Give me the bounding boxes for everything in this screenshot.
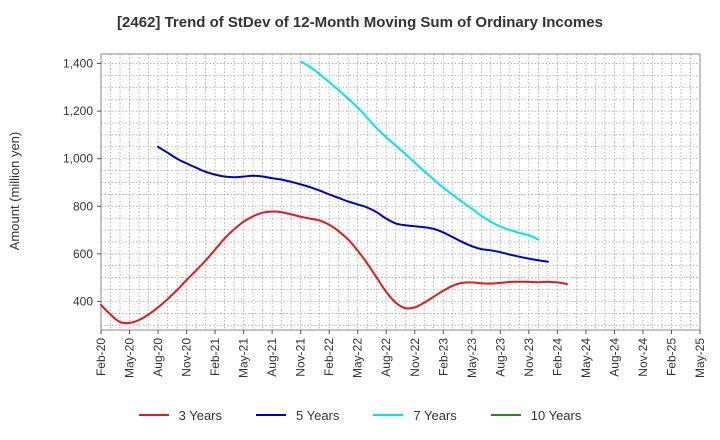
grid xyxy=(101,54,700,330)
x-tick-label: Aug-22 xyxy=(379,338,393,377)
legend-swatch-10-years xyxy=(490,414,521,416)
series-line-3-years xyxy=(100,210,568,325)
x-tick-label: Feb-23 xyxy=(436,338,450,376)
x-tick-label: Feb-22 xyxy=(322,338,336,376)
x-tick-label: May-20 xyxy=(123,338,137,378)
x-tick-label: Aug-23 xyxy=(493,338,507,377)
legend-label-5-years: 5 Years xyxy=(296,407,340,423)
legend-label-10-years: 10 Years xyxy=(530,407,582,423)
series-line-7-years xyxy=(299,60,540,241)
x-tick-label: May-23 xyxy=(465,338,479,378)
y-axis-title: Amount (million yen) xyxy=(7,132,22,251)
y-axis: 400 600 800 1,000 1,200 1,400 xyxy=(63,57,101,308)
x-tick-label: Aug-20 xyxy=(151,338,165,377)
series-line-5-years xyxy=(157,145,549,263)
x-tick-label: Nov-23 xyxy=(522,338,536,377)
y-tick-label: 1,000 xyxy=(63,152,93,166)
plot-frame xyxy=(100,53,701,331)
x-tick-label: Nov-24 xyxy=(636,338,650,377)
x-tick-label: Feb-24 xyxy=(550,338,564,376)
y-tick-label: 1,400 xyxy=(63,57,93,71)
legend-item-10-years: 10 Years xyxy=(490,407,582,423)
x-axis: Feb-20 May-20 Aug-20 Nov-20 Feb-21 May-21 Aug-… xyxy=(94,330,707,378)
legend-label-7-years: 7 Years xyxy=(413,407,457,423)
x-tick-label: Feb-20 xyxy=(94,338,108,376)
legend-item-5-years: 5 Years xyxy=(256,408,339,423)
x-tick-label: Feb-21 xyxy=(208,338,222,376)
legend-item-7-years: 7 Years xyxy=(373,407,457,423)
legend-swatch-7-years xyxy=(373,414,404,416)
x-tick-label: Nov-20 xyxy=(180,338,194,377)
x-tick-label: May-25 xyxy=(693,338,707,378)
y-tick-label: 800 xyxy=(73,199,93,213)
x-tick-label: May-22 xyxy=(351,338,365,378)
legend-label-3-years: 3 Years xyxy=(178,407,222,423)
y-tick-label: 400 xyxy=(73,294,93,308)
x-tick-label: May-24 xyxy=(579,338,593,378)
x-tick-label: Feb-25 xyxy=(664,338,678,376)
series-layer xyxy=(100,60,568,325)
chart-title: [2462] Trend of StDev of 12-Month Moving… xyxy=(117,14,603,31)
legend-swatch-5-years xyxy=(256,414,286,416)
legend: 3 Years 5 Years 7 Years 10 Years xyxy=(0,405,720,425)
y-tick-label: 600 xyxy=(73,247,93,261)
x-tick-label: Nov-21 xyxy=(294,338,308,377)
x-tick-label: Aug-24 xyxy=(607,338,621,377)
legend-item-3-years: 3 Years xyxy=(138,407,222,423)
x-tick-label: Aug-21 xyxy=(265,338,279,377)
x-tick-label: May-21 xyxy=(237,338,251,378)
legend-swatch-3-years xyxy=(138,414,169,416)
y-tick-label: 1,200 xyxy=(63,104,93,118)
x-tick-label: Nov-22 xyxy=(408,338,422,377)
